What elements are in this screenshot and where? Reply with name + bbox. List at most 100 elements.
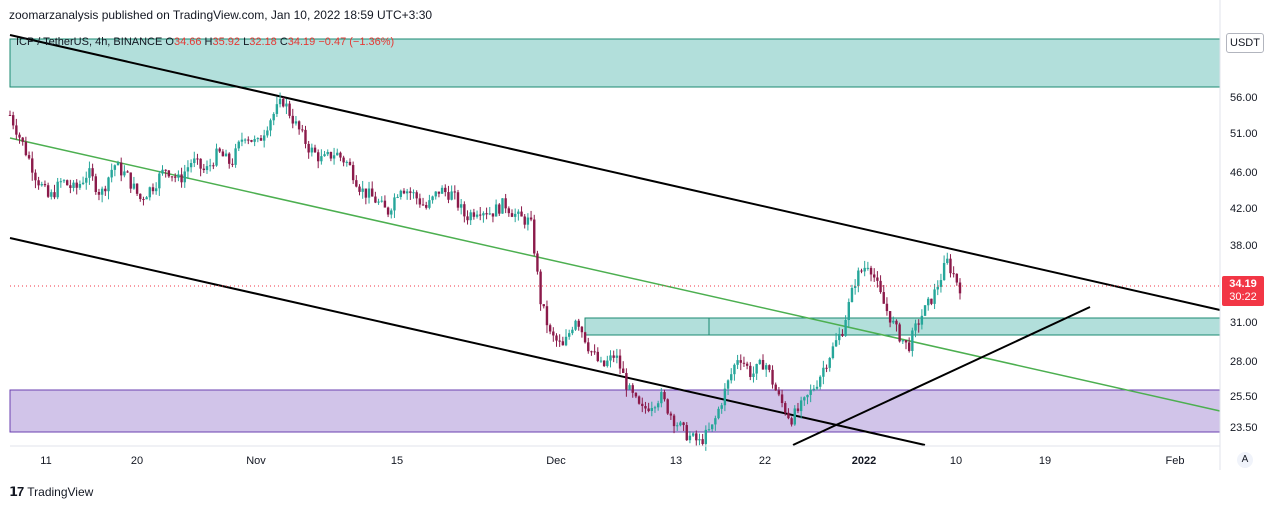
- price-tick-label: 42.00: [1230, 203, 1258, 215]
- candle-body: [450, 191, 453, 200]
- candle-body: [224, 153, 228, 157]
- candle-body: [555, 335, 558, 341]
- candle-body: [307, 143, 310, 153]
- candle-body: [764, 365, 768, 370]
- candle-body: [53, 192, 56, 198]
- candle-body: [221, 151, 225, 157]
- auto-scale-button[interactable]: A: [1237, 452, 1253, 468]
- candle-body: [533, 219, 536, 254]
- candle-body: [542, 304, 545, 307]
- candle-body: [37, 180, 40, 186]
- candle-body: [857, 270, 860, 287]
- candle-body: [513, 213, 517, 217]
- candle-body: [282, 98, 285, 107]
- candle-body: [637, 396, 641, 404]
- candle-body: [749, 365, 752, 377]
- candle-body: [107, 177, 110, 192]
- candle-body: [958, 282, 962, 294]
- candle-body: [62, 180, 66, 182]
- time-tick-label: Dec: [546, 455, 566, 467]
- candle-body: [193, 158, 196, 164]
- candle-body: [332, 155, 336, 159]
- candle-body: [946, 258, 949, 263]
- candle-body: [154, 188, 158, 192]
- candle-body: [898, 324, 901, 342]
- high-label: H: [204, 36, 213, 48]
- channel-lower-line[interactable]: [9, 237, 926, 446]
- candle-body: [660, 392, 663, 404]
- candle-body: [418, 198, 422, 205]
- close-value: 34.19: [287, 36, 316, 48]
- candle-body: [920, 315, 924, 325]
- candle-body: [701, 439, 704, 444]
- candle-body: [437, 191, 441, 194]
- candle-body: [777, 390, 781, 395]
- candle-body: [488, 213, 491, 215]
- candle-body: [329, 151, 333, 159]
- candle-body: [628, 385, 631, 390]
- candle-body: [304, 129, 307, 144]
- candle-body: [240, 139, 244, 142]
- close-label: C: [279, 36, 288, 48]
- candle-body: [21, 137, 24, 142]
- candle-body: [641, 403, 644, 407]
- candle-body: [955, 273, 959, 283]
- candle-body: [390, 210, 393, 215]
- candle-body: [456, 192, 460, 208]
- candle-body: [622, 368, 625, 373]
- candle-body: [475, 214, 479, 217]
- candle-body: [113, 165, 117, 170]
- time-tick-label: 22: [759, 455, 771, 467]
- candle-body: [904, 340, 908, 343]
- candle-body: [901, 340, 905, 342]
- candle-body: [393, 197, 396, 211]
- price-tick-label: 46.00: [1230, 167, 1258, 179]
- candle-body: [583, 332, 587, 343]
- flip-zone[interactable]: [584, 317, 1221, 336]
- low-label: L: [243, 36, 250, 48]
- candle-body: [545, 306, 549, 326]
- candle-body: [110, 169, 113, 178]
- channel-mid-line[interactable]: [9, 137, 1221, 412]
- candle-body: [742, 362, 746, 364]
- candle-body: [548, 325, 552, 332]
- candle-body: [472, 212, 476, 217]
- candle-body: [526, 217, 530, 225]
- candle-body: [539, 271, 542, 305]
- candle-body: [412, 192, 415, 194]
- candle-body: [825, 367, 828, 369]
- candle-body: [234, 148, 237, 165]
- candle-body: [81, 182, 85, 185]
- candle-body: [895, 320, 898, 325]
- demand-zone[interactable]: [9, 389, 1221, 433]
- candle-body: [914, 323, 917, 331]
- candle-body: [650, 408, 654, 412]
- tradingview-footer[interactable]: 𝟭7 TradingView: [9, 484, 93, 500]
- price-axis: 56.00 51.00 46.00 42.00 38.00 31.00 28.00 25.50…: [1230, 92, 1258, 434]
- candle-body: [202, 168, 206, 171]
- time-tick-label: 2022: [852, 455, 876, 467]
- symbol-name[interactable]: ICP / TetherUS, 4h, BINANCE: [16, 36, 163, 48]
- channel-upper-line[interactable]: [9, 34, 1221, 311]
- candle-body: [189, 163, 193, 168]
- candle-body: [459, 204, 463, 208]
- candle-body: [647, 408, 650, 412]
- currency-badge[interactable]: USDT: [1226, 33, 1264, 53]
- support-trend-line[interactable]: [792, 306, 1091, 446]
- candle-body: [469, 212, 472, 221]
- time-tick-label: 15: [391, 455, 403, 467]
- candle-body: [85, 177, 88, 183]
- candle-body: [88, 168, 91, 178]
- candle-body: [860, 270, 863, 272]
- candle-body: [247, 139, 250, 141]
- candle-body: [177, 174, 180, 178]
- candles: [8, 92, 962, 451]
- candle-body: [803, 397, 806, 401]
- last-price-tag: 34.19 30:22: [1222, 276, 1264, 306]
- candle-body: [367, 188, 371, 198]
- candle-body: [885, 303, 889, 312]
- candle-body: [612, 355, 615, 358]
- candle-body: [186, 167, 190, 172]
- candle-body: [164, 169, 167, 171]
